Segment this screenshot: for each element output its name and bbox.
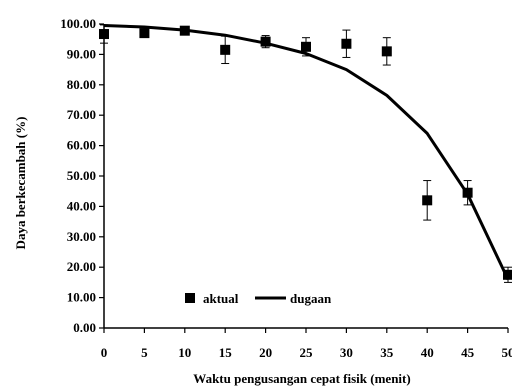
- legend: aktual dugaan: [185, 291, 332, 306]
- x-tick-label: 5: [141, 345, 148, 360]
- y-axis-label: Daya berkecambah (%): [13, 117, 28, 250]
- aktual-point: [341, 29, 352, 58]
- y-tick-label: 30.00: [67, 229, 96, 244]
- aktual-marker: [381, 46, 392, 57]
- aktual-point: [381, 37, 392, 66]
- legend-aktual-label: aktual: [203, 291, 239, 306]
- legend-dugaan-label: dugaan: [290, 291, 332, 306]
- aktual-point: [462, 180, 473, 206]
- x-tick-label: 35: [380, 345, 394, 360]
- x-axis-label: Waktu pengusangan cepat fisik (menit): [193, 371, 410, 386]
- y-ticks: 0.00 10.00 20.00 30.00 40.00 50.00 60.00 70.00 8…: [60, 16, 104, 335]
- dugaan-line-path: [103, 24, 510, 281]
- aktual-point: [99, 24, 109, 44]
- aktual-marker: [301, 41, 311, 52]
- x-tick-label: 40: [421, 345, 434, 360]
- y-tick-label: 40.00: [67, 198, 96, 213]
- aktual-point: [179, 25, 190, 36]
- x-tick-label: 20: [259, 345, 272, 360]
- aktual-point: [220, 35, 231, 65]
- aktual-marker: [260, 36, 271, 47]
- aktual-marker: [139, 28, 150, 39]
- y-tick-label: 10.00: [67, 290, 96, 305]
- aktual-point: [503, 266, 512, 283]
- aktual-marker: [503, 269, 512, 280]
- x-tick-label: 25: [300, 345, 314, 360]
- x-tick-label: 0: [101, 345, 108, 360]
- y-tick-label: 70.00: [67, 107, 96, 122]
- legend-aktual-marker: [185, 293, 195, 303]
- x-tick-label: 30: [340, 345, 353, 360]
- y-tick-label: 80.00: [67, 77, 96, 92]
- y-tick-label: 60.00: [67, 138, 96, 153]
- aktual-marker: [422, 195, 433, 206]
- y-tick-label: 100.00: [60, 16, 96, 31]
- aktual-point: [139, 28, 150, 39]
- aktual-series: [99, 24, 512, 283]
- aktual-point: [301, 37, 311, 57]
- aktual-point: [422, 180, 433, 221]
- x-tick-label: 15: [219, 345, 233, 360]
- aktual-point: [260, 35, 271, 49]
- aktual-marker: [341, 38, 352, 49]
- x-tick-label: 50: [502, 345, 512, 360]
- x-ticks: 0 5 10 15 20 25 30 35 40 45 50: [101, 328, 512, 360]
- y-tick-label: 20.00: [67, 259, 96, 274]
- x-tick-label: 45: [461, 345, 475, 360]
- aktual-marker: [179, 25, 190, 36]
- y-tick-label: 0.00: [73, 320, 96, 335]
- aktual-marker: [99, 29, 109, 40]
- aktual-marker: [462, 187, 473, 198]
- dugaan-series: [103, 24, 510, 281]
- x-tick-label: 10: [178, 345, 191, 360]
- y-tick-label: 50.00: [67, 168, 96, 183]
- y-tick-label: 90.00: [67, 46, 96, 61]
- aktual-marker: [220, 44, 231, 55]
- plot-area: 0.00 10.00 20.00 30.00 40.00 50.00 60.00 70.00 8…: [60, 16, 512, 360]
